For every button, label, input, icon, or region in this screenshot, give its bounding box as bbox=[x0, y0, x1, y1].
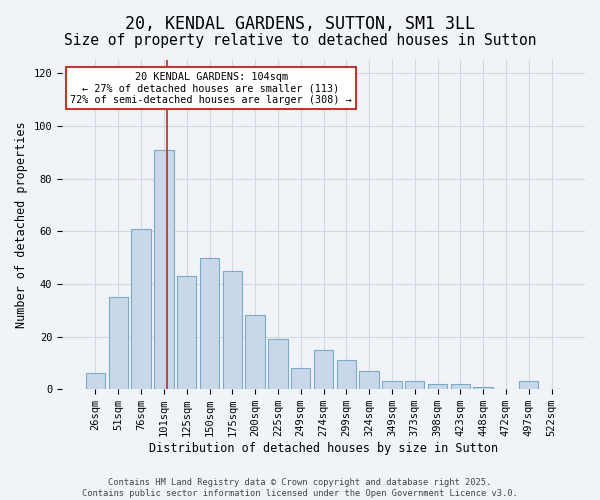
Bar bbox=[291, 368, 310, 389]
Text: 20 KENDAL GARDENS: 104sqm
← 27% of detached houses are smaller (113)
72% of semi: 20 KENDAL GARDENS: 104sqm ← 27% of detac… bbox=[70, 72, 352, 104]
Bar bbox=[109, 297, 128, 389]
Bar bbox=[473, 386, 493, 389]
Y-axis label: Number of detached properties: Number of detached properties bbox=[15, 122, 28, 328]
Text: Size of property relative to detached houses in Sutton: Size of property relative to detached ho… bbox=[64, 32, 536, 48]
Bar bbox=[223, 270, 242, 389]
Bar bbox=[451, 384, 470, 389]
Bar bbox=[245, 316, 265, 389]
Bar bbox=[519, 382, 538, 389]
Bar bbox=[268, 339, 287, 389]
Text: 20, KENDAL GARDENS, SUTTON, SM1 3LL: 20, KENDAL GARDENS, SUTTON, SM1 3LL bbox=[125, 15, 475, 33]
Bar bbox=[428, 384, 447, 389]
Bar bbox=[405, 382, 424, 389]
Bar bbox=[86, 374, 105, 389]
Bar bbox=[382, 382, 401, 389]
Bar bbox=[200, 258, 219, 389]
Bar bbox=[177, 276, 196, 389]
Bar bbox=[359, 371, 379, 389]
Bar bbox=[154, 150, 173, 389]
Text: Contains HM Land Registry data © Crown copyright and database right 2025.
Contai: Contains HM Land Registry data © Crown c… bbox=[82, 478, 518, 498]
Bar bbox=[131, 228, 151, 389]
Bar bbox=[314, 350, 333, 389]
X-axis label: Distribution of detached houses by size in Sutton: Distribution of detached houses by size … bbox=[149, 442, 498, 455]
Bar bbox=[337, 360, 356, 389]
